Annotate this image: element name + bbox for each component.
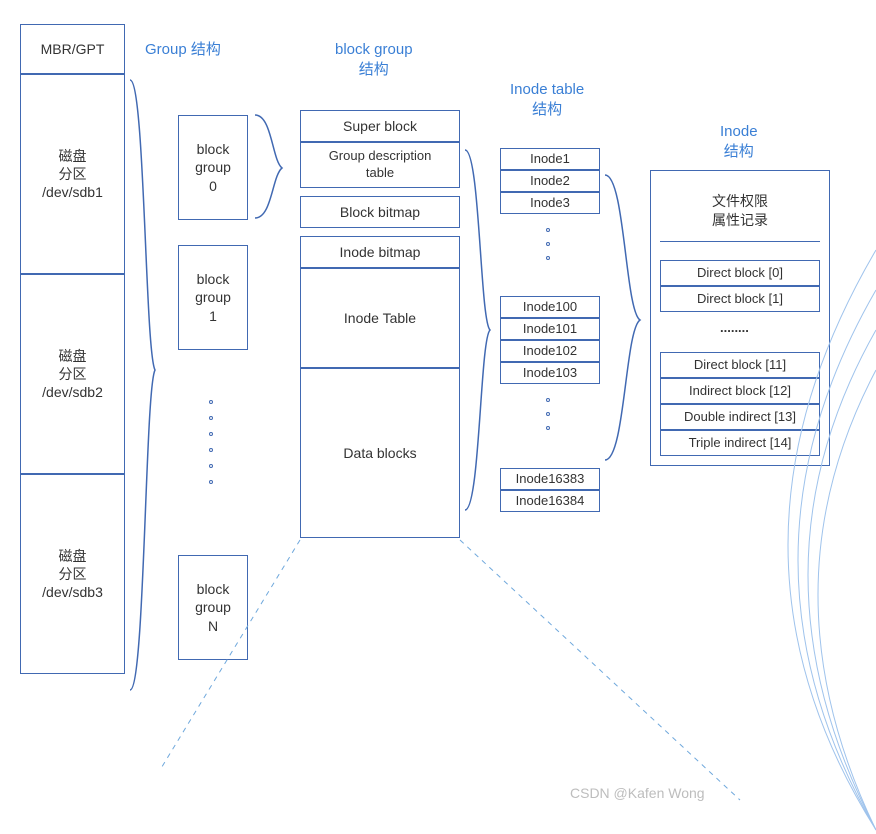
inode2-box: Inode2	[500, 170, 600, 192]
file-permissions-box: 文件权限 属性记录	[660, 180, 820, 242]
blockgroup-structure-title: block group 结构	[335, 40, 413, 79]
superblock-box: Super block	[300, 110, 460, 142]
inode101-box: Inode101	[500, 318, 600, 340]
blockgroup-n-box: block group N	[178, 555, 248, 660]
partition-sdb2-box: 磁盘 分区 /dev/sdb2	[20, 274, 125, 474]
indirect-block-12-box: Indirect block [12]	[660, 378, 820, 404]
group-structure-title: Group 结构	[145, 40, 221, 60]
triple-indirect-14-box: Triple indirect [14]	[660, 430, 820, 456]
data-blocks-box: Data blocks	[300, 368, 460, 538]
inode16384-box: Inode16384	[500, 490, 600, 512]
csdn-watermark: CSDN @Kafen Wong	[570, 785, 705, 801]
direct-block-11-box: Direct block [11]	[660, 352, 820, 378]
inode-structure-title: Inode 结构	[720, 122, 758, 161]
partition-sdb1-box: 磁盘 分区 /dev/sdb1	[20, 74, 125, 274]
inode-table-box: Inode Table	[300, 268, 460, 368]
direct-block-0-box: Direct block [0]	[660, 260, 820, 286]
mbr-gpt-box: MBR/GPT	[20, 24, 125, 74]
inode103-box: Inode103	[500, 362, 600, 384]
blockgroup-1-box: block group 1	[178, 245, 248, 350]
inode102-box: Inode102	[500, 340, 600, 362]
direct-block-1-box: Direct block [1]	[660, 286, 820, 312]
double-indirect-13-box: Double indirect [13]	[660, 404, 820, 430]
partition-sdb3-box: 磁盘 分区 /dev/sdb3	[20, 474, 125, 674]
inode3-box: Inode3	[500, 192, 600, 214]
inode1-box: Inode1	[500, 148, 600, 170]
inode-dots-2	[546, 398, 550, 430]
ellipsis-text: ........	[720, 320, 749, 335]
group-desc-table-box: Group description table	[300, 142, 460, 188]
block-bitmap-box: Block bitmap	[300, 196, 460, 228]
inodetable-structure-title: Inode table 结构	[510, 80, 584, 119]
blockgroup-0-box: block group 0	[178, 115, 248, 220]
inode16383-box: Inode16383	[500, 468, 600, 490]
blockgroup-dots	[209, 400, 213, 484]
inode-dots-1	[546, 228, 550, 260]
inode-bitmap-box: Inode bitmap	[300, 236, 460, 268]
inode100-box: Inode100	[500, 296, 600, 318]
